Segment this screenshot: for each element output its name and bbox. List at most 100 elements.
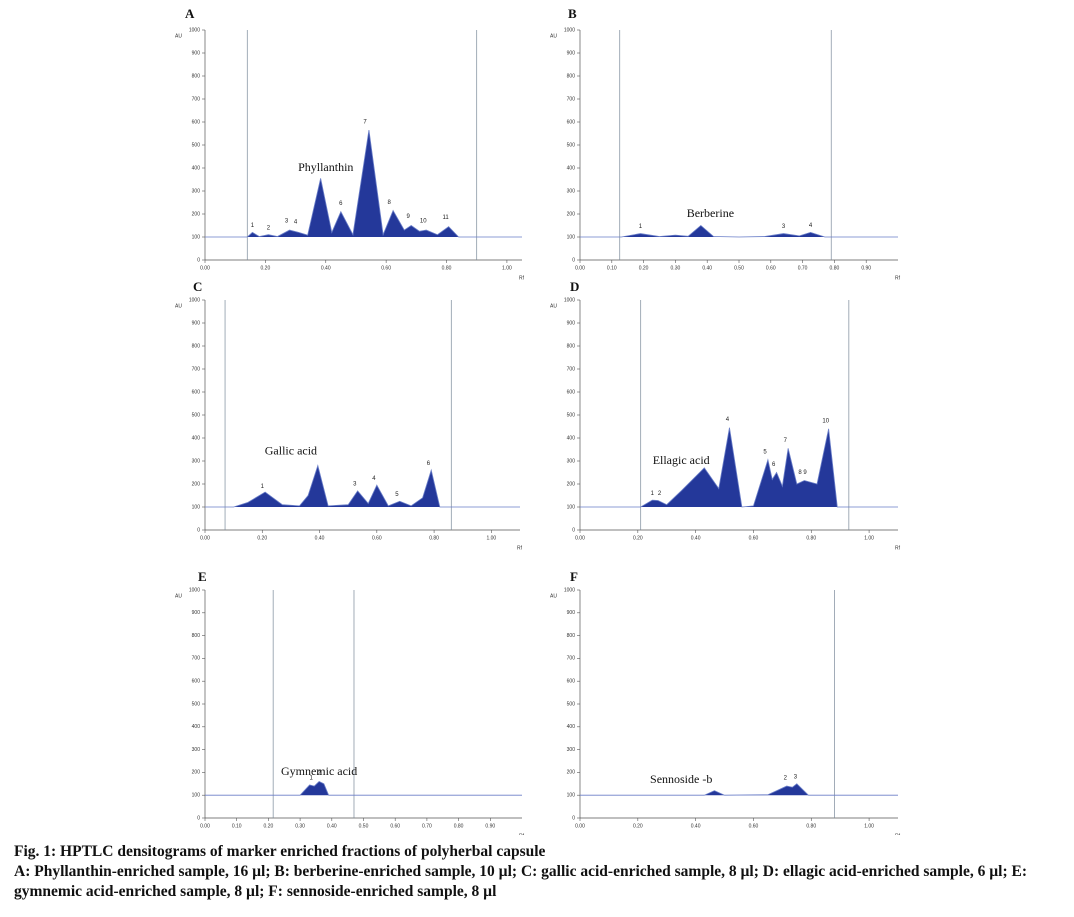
peak-label: 7 <box>784 438 788 444</box>
caption: Fig. 1: HPTLC densitograms of marker enr… <box>14 842 1064 902</box>
y-tick-label: 500 <box>567 412 576 418</box>
y-tick-label: 800 <box>567 633 576 639</box>
x-tick-label: 0.10 <box>607 265 617 271</box>
y-tick-label: 200 <box>567 211 576 217</box>
peak-label: 1 <box>261 484 265 490</box>
compound-label: Berberine <box>687 206 734 220</box>
x-tick-label: 0.00 <box>575 535 585 541</box>
y-tick-label: 400 <box>192 724 201 730</box>
y-tick-label: 700 <box>567 366 576 372</box>
x-tick-label: 0.80 <box>442 265 452 271</box>
y-axis-label: AU <box>550 33 557 39</box>
x-tick-label: 0.00 <box>200 265 210 271</box>
peak-label: 8 9 <box>798 470 807 476</box>
y-tick-label: 1000 <box>189 587 200 593</box>
x-tick-label: 0.90 <box>485 823 495 829</box>
x-axis-label: Rf <box>519 833 525 835</box>
compound-label: Gallic acid <box>265 444 317 458</box>
x-tick-label: 0.60 <box>372 535 382 541</box>
y-tick-label: 200 <box>192 211 201 217</box>
densitogram <box>205 781 522 796</box>
y-tick-label: 1000 <box>564 27 575 33</box>
panel-label: C <box>193 279 202 294</box>
y-tick-label: 800 <box>192 343 201 349</box>
x-tick-label: 0.80 <box>429 535 439 541</box>
figure: AAURf010020030040050060070080090010000.0… <box>175 6 901 835</box>
peak-label: 3 <box>285 218 289 224</box>
y-tick-label: 100 <box>192 234 201 240</box>
x-tick-label: 0.70 <box>422 823 432 829</box>
peak-area <box>580 225 898 237</box>
peak-label: 5 <box>395 492 399 498</box>
y-tick-label: 600 <box>192 119 201 125</box>
y-tick-label: 600 <box>567 119 576 125</box>
peak-area <box>580 783 898 796</box>
y-tick-label: 500 <box>567 142 576 148</box>
panel-label: B <box>568 6 577 21</box>
peak-label: 2 <box>784 776 788 782</box>
y-axis-label: AU <box>550 303 557 309</box>
y-axis-label: AU <box>175 593 182 599</box>
x-axis-label: Rf <box>895 275 901 281</box>
x-tick-label: 0.20 <box>257 535 267 541</box>
y-tick-label: 1000 <box>564 587 575 593</box>
caption-text: A: Phyllanthin-enriched sample, 16 µl; B… <box>14 863 1027 900</box>
y-tick-label: 600 <box>192 679 201 685</box>
x-tick-label: 0.60 <box>749 535 759 541</box>
x-tick-label: 0.00 <box>575 265 585 271</box>
y-tick-label: 0 <box>572 257 575 263</box>
y-tick-label: 300 <box>567 747 576 753</box>
y-tick-label: 100 <box>567 504 576 510</box>
x-axis-label: Rf <box>517 545 523 551</box>
x-tick-label: 0.60 <box>766 265 776 271</box>
x-tick-label: 0.00 <box>200 535 210 541</box>
x-tick-label: 1.00 <box>486 535 496 541</box>
x-axis-label: Rf <box>519 275 525 281</box>
y-tick-label: 100 <box>192 793 201 799</box>
y-tick-label: 400 <box>567 435 576 441</box>
y-tick-label: 200 <box>567 770 576 776</box>
panel-label: A <box>185 6 195 21</box>
y-tick-label: 800 <box>192 73 201 79</box>
peak-label: 2 <box>317 771 321 777</box>
y-axis-label: AU <box>550 593 557 599</box>
y-tick-label: 500 <box>192 701 201 707</box>
y-tick-label: 0 <box>197 257 200 263</box>
x-tick-label: 0.20 <box>633 823 643 829</box>
peak-area <box>205 130 522 237</box>
x-tick-label: 0.80 <box>830 265 840 271</box>
compound-label: Gymnemic acid <box>281 764 357 778</box>
y-tick-label: 300 <box>567 458 576 464</box>
peak-label: 1 <box>651 491 655 497</box>
y-tick-label: 0 <box>197 527 200 533</box>
y-tick-label: 1000 <box>189 297 200 303</box>
y-tick-label: 900 <box>567 50 576 56</box>
x-tick-label: 0.80 <box>806 535 816 541</box>
compound-label: Ellagic acid <box>653 453 710 467</box>
compound-label: Sennoside -b <box>650 772 712 786</box>
densitogram <box>205 129 522 238</box>
y-tick-label: 700 <box>192 366 201 372</box>
x-tick-label: 0.40 <box>327 823 337 829</box>
peak-label: 2 <box>658 491 662 497</box>
y-tick-label: 100 <box>192 504 201 510</box>
x-tick-label: 1.00 <box>864 535 874 541</box>
y-tick-label: 400 <box>567 724 576 730</box>
x-axis-label: Rf <box>895 833 901 835</box>
y-tick-label: 300 <box>567 188 576 194</box>
y-tick-label: 300 <box>192 747 201 753</box>
x-tick-label: 0.70 <box>798 265 808 271</box>
x-tick-label: 0.50 <box>734 265 744 271</box>
x-tick-label: 0.20 <box>639 265 649 271</box>
x-tick-label: 0.60 <box>749 823 759 829</box>
y-tick-label: 900 <box>192 320 201 326</box>
peak-label: 4 <box>726 417 730 423</box>
peak-label: 10 <box>822 418 829 424</box>
y-tick-label: 800 <box>192 633 201 639</box>
y-tick-label: 800 <box>567 73 576 79</box>
peak-label: 6 <box>339 201 343 207</box>
panel-label: D <box>570 279 579 294</box>
y-tick-label: 0 <box>572 815 575 821</box>
densitogram <box>580 224 898 238</box>
caption-title: Fig. 1: HPTLC densitograms of marker enr… <box>14 843 546 860</box>
